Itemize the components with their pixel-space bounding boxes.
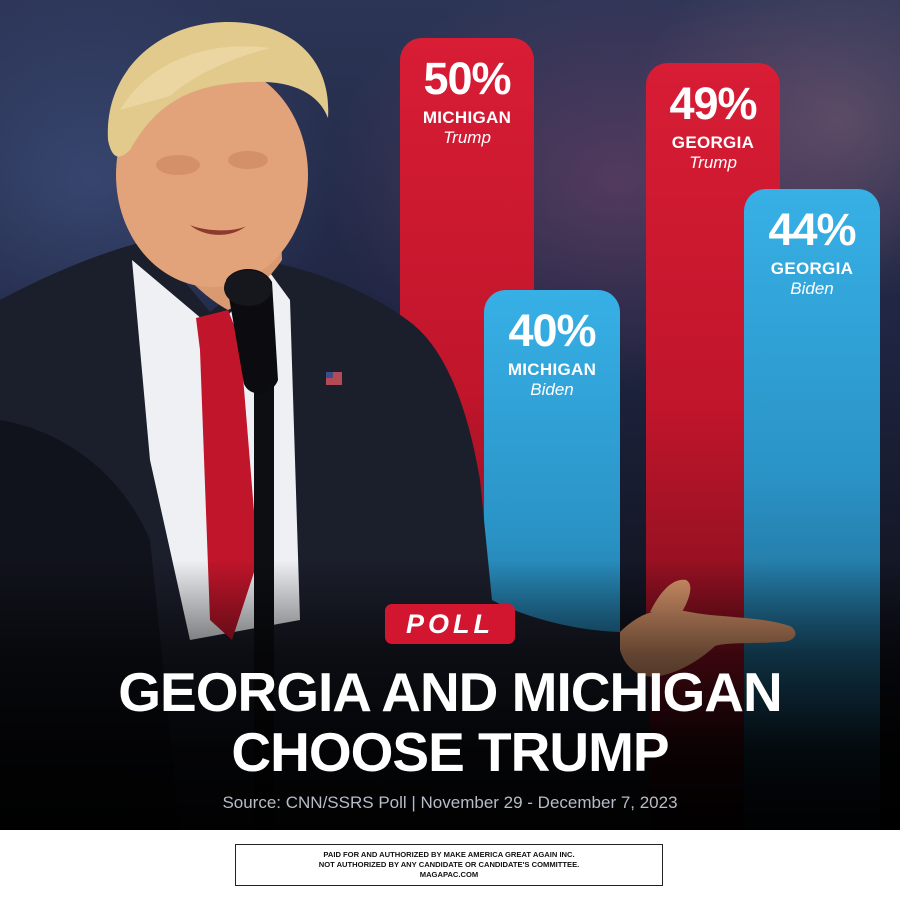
bar-state-label: MICHIGAN [422,108,512,127]
bar-state-label: GEORGIA [770,259,854,279]
disclaimer-line-3: MAGAPAC.COM [419,870,479,879]
hair [107,22,329,157]
headline-line-2: CHOOSE TRUMP [231,721,669,783]
headline-line-1: GEORGIA AND MICHIGAN [118,661,782,723]
bar-candidate-label: Trump [689,153,737,173]
bar-candidate-label: Trump [443,128,491,147]
tie [196,310,258,640]
bar-candidate-label: Biden [530,380,574,399]
bar-value-label: 50% [423,53,511,104]
bar-value-label: 44% [768,204,856,256]
bar-value-label: 49% [669,78,757,130]
disclaimer-line-1: PAID FOR AND AUTHORIZED BY MAKE AMERICA … [323,850,575,859]
bar-label: 50% MICHIGAN Trump [400,56,534,148]
bar-state-label: MICHIGAN [507,360,597,379]
bar-label: 49% GEORGIA Trump [646,81,780,173]
bar-value-label: 40% [508,305,596,356]
source-text: Source: CNN/SSRS Poll | November 29 - De… [222,793,678,812]
face [116,63,308,287]
bar-label: 40% MICHIGAN Biden [484,308,620,400]
disclaimer-line-2: NOT AUTHORIZED BY ANY CANDIDATE OR CANDI… [318,860,580,869]
bar-label: 44% GEORGIA Biden [744,207,880,299]
bar-candidate-label: Biden [790,279,834,299]
disclaimer-box: PAID FOR AND AUTHORIZED BY MAKE AMERICA … [235,844,663,886]
bar-state-label: GEORGIA [671,133,755,153]
photo-background: 50% MICHIGAN Trump 40% MICHIGAN Biden 49% GEORG… [0,0,900,830]
poll-badge: POLL [385,604,515,644]
headline: GEORGIA AND MICHIGAN CHOOSE TRUMP [0,662,900,782]
